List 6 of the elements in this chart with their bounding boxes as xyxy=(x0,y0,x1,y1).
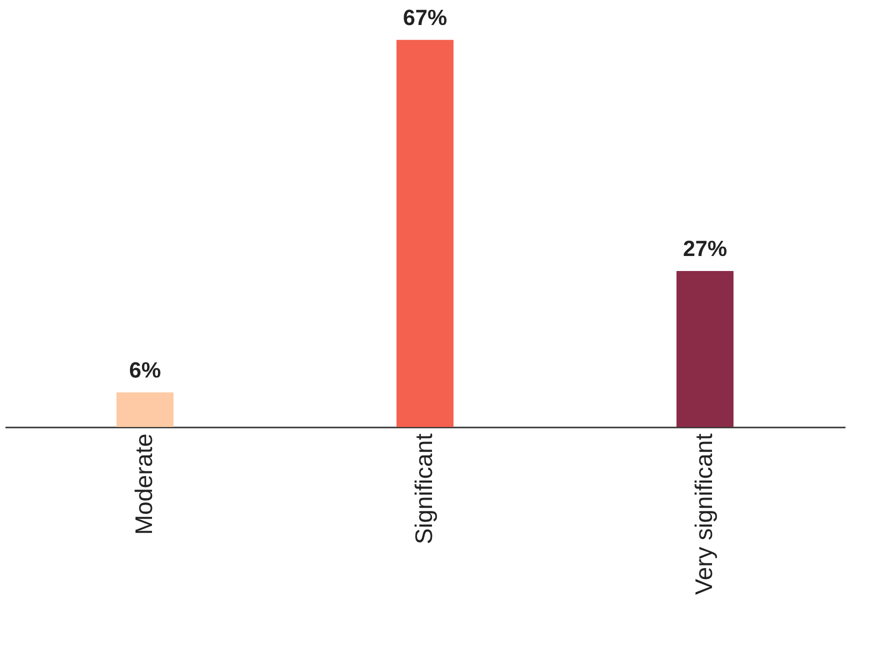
x-tick-label: Very significant xyxy=(691,433,718,595)
data-label: 6% xyxy=(129,357,161,382)
x-tick-label: Moderate xyxy=(131,434,158,535)
x-tick-label: Significant xyxy=(411,433,438,544)
data-label: 67% xyxy=(402,4,448,30)
data-label: 27% xyxy=(682,236,728,261)
